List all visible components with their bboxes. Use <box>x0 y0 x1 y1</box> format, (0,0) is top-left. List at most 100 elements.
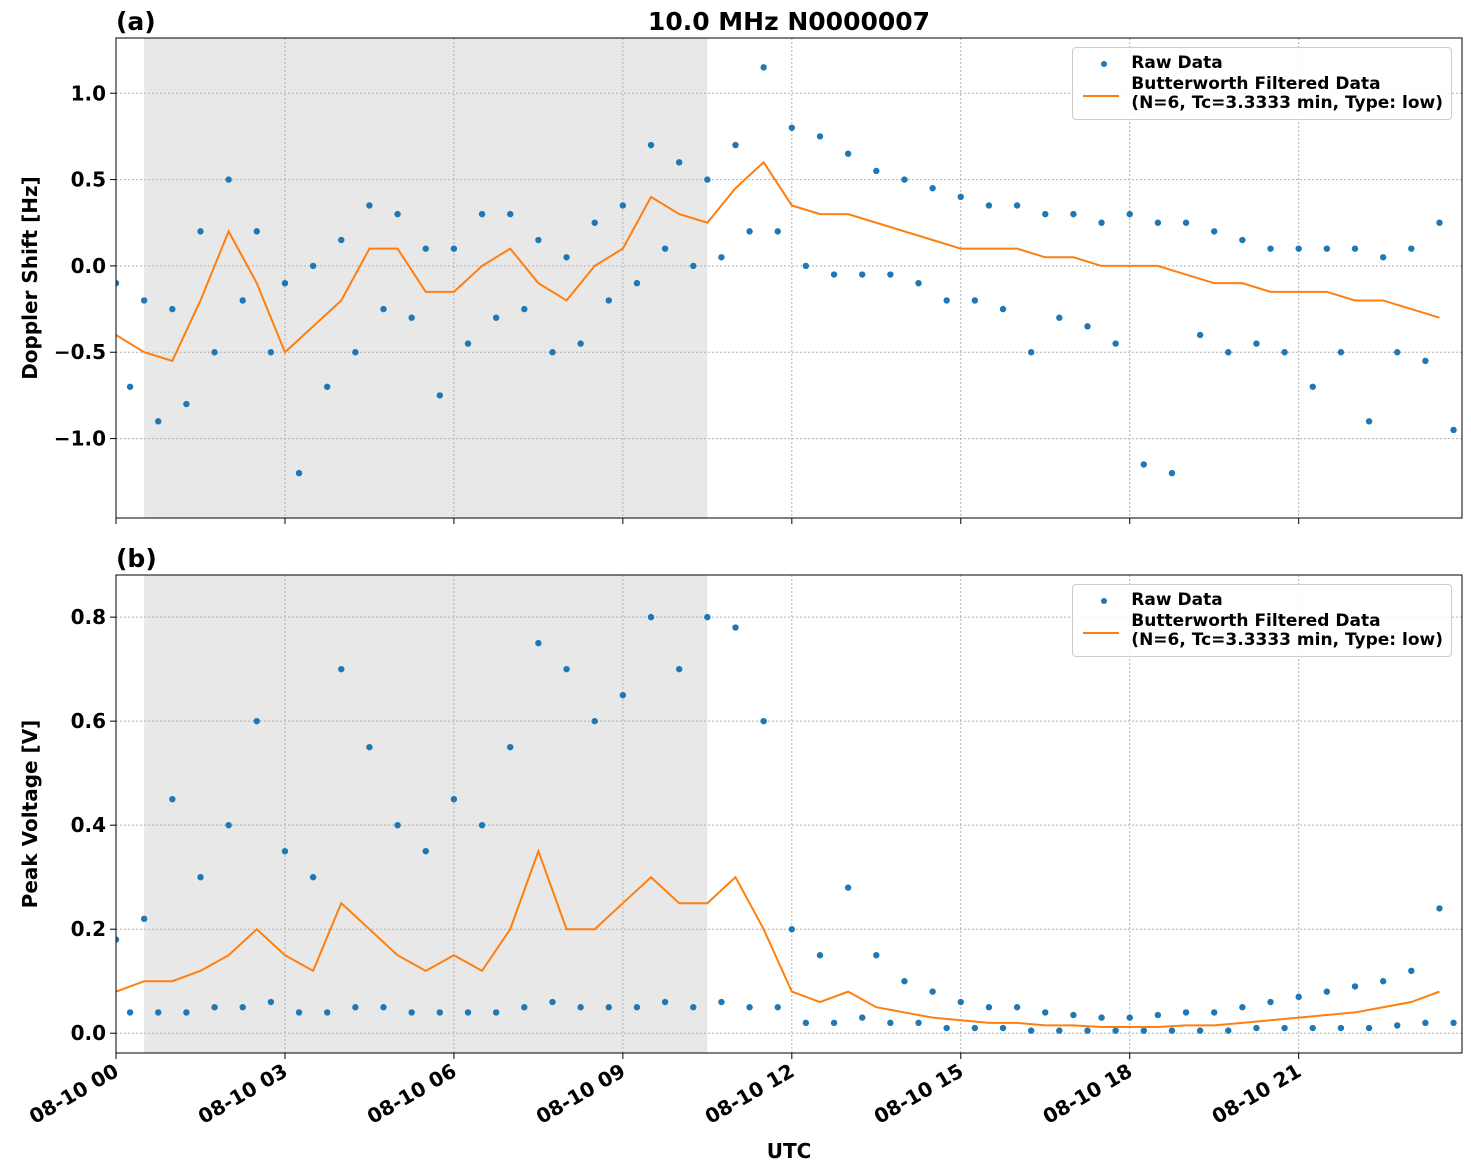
raw-point <box>239 1004 246 1011</box>
raw-point <box>1253 1024 1260 1032</box>
raw-point <box>1436 905 1443 912</box>
raw-point <box>1351 245 1359 252</box>
x-tick-label: 08-10 06 <box>363 1059 461 1129</box>
raw-point <box>1351 983 1359 990</box>
raw-point <box>116 936 120 943</box>
raw-point <box>1225 1027 1232 1034</box>
raw-point <box>1323 988 1331 995</box>
raw-point <box>366 743 373 751</box>
x-tick-label: 08-10 18 <box>1039 1059 1137 1129</box>
raw-point <box>915 1019 922 1027</box>
raw-point <box>647 141 655 149</box>
raw-point <box>1450 426 1457 434</box>
raw-point <box>492 1009 500 1016</box>
raw-point <box>126 1009 134 1016</box>
raw-point <box>267 349 275 356</box>
raw-point <box>464 1009 472 1016</box>
legend-label: Butterworth Filtered Data (N=6, Tc=3.333… <box>1131 74 1443 113</box>
raw-point <box>323 1009 331 1016</box>
raw-point <box>155 1009 162 1016</box>
raw-point <box>295 469 303 477</box>
raw-point <box>464 340 472 347</box>
raw-point <box>1140 461 1148 468</box>
raw-point <box>323 383 331 390</box>
raw-point <box>253 717 260 725</box>
panel-label: (b) <box>116 544 157 573</box>
raw-point <box>901 176 908 183</box>
raw-point <box>211 1004 218 1011</box>
raw-point <box>1211 1009 1218 1016</box>
y-axis-label: Peak Voltage [V] <box>18 720 42 909</box>
raw-point <box>380 305 387 313</box>
raw-point <box>971 1024 979 1032</box>
raw-point <box>1013 1004 1021 1011</box>
raw-point <box>1056 1027 1063 1034</box>
raw-point <box>1098 1014 1105 1021</box>
raw-point <box>802 262 810 270</box>
raw-point <box>1154 219 1162 226</box>
legend-label: Raw Data <box>1131 590 1223 610</box>
raw-point <box>1098 219 1105 226</box>
raw-point <box>844 150 852 157</box>
y-tick-label: −0.5 <box>54 340 106 364</box>
raw-point <box>1013 202 1021 209</box>
raw-point <box>1070 1011 1077 1019</box>
raw-point <box>1027 349 1035 356</box>
raw-point <box>704 176 711 183</box>
raw-point <box>1365 1024 1373 1032</box>
raw-point <box>957 998 964 1006</box>
raw-point <box>1379 254 1387 261</box>
plot-area <box>116 613 1457 1034</box>
raw-point <box>577 340 584 347</box>
raw-point <box>760 717 767 725</box>
raw-point <box>225 176 232 183</box>
raw-point <box>295 1009 303 1016</box>
raw-point <box>521 305 528 313</box>
raw-point <box>732 624 739 631</box>
raw-point <box>1337 1024 1345 1032</box>
y-axis-label: Doppler Shift [Hz] <box>18 176 42 380</box>
legend: Raw Data Butterworth Filtered Data (N=6, … <box>1072 584 1452 657</box>
raw-point <box>1394 1022 1401 1029</box>
panel-label: (a) <box>116 7 156 36</box>
raw-point <box>535 236 542 244</box>
raw-point <box>478 210 486 218</box>
legend-key <box>1081 54 1131 73</box>
y-tick-label: 0.0 <box>71 1021 106 1045</box>
shaded-span <box>144 38 708 518</box>
raw-point <box>1182 219 1190 226</box>
raw-point <box>1084 1027 1091 1034</box>
y-tick-label: 0.0 <box>71 254 106 278</box>
raw-point <box>563 665 570 673</box>
raw-point <box>521 1004 528 1011</box>
raw-point <box>999 1024 1007 1032</box>
raw-point <box>239 297 246 304</box>
raw-point <box>155 418 162 425</box>
raw-point <box>1267 245 1274 252</box>
raw-point <box>183 1009 190 1016</box>
raw-point <box>422 847 429 855</box>
x-tick-label: 08-10 03 <box>194 1059 292 1129</box>
raw-point <box>1112 340 1119 347</box>
raw-point <box>436 392 444 399</box>
raw-point <box>225 821 232 829</box>
raw-point <box>873 952 880 959</box>
chart-title: 10.0 MHz N0000007 <box>648 7 930 36</box>
raw-point <box>1281 349 1288 356</box>
raw-point <box>1239 236 1246 244</box>
raw-point <box>816 133 824 140</box>
raw-point <box>1365 418 1373 425</box>
filtered-line <box>116 160 1440 363</box>
raw-point <box>352 349 359 356</box>
raw-point <box>859 1014 866 1021</box>
raw-point <box>394 821 401 829</box>
raw-point <box>1436 219 1443 226</box>
legend-key <box>1081 612 1131 634</box>
raw-point <box>915 279 922 287</box>
raw-point <box>1126 1014 1133 1021</box>
raw-point <box>1239 1004 1246 1011</box>
raw-point <box>197 228 204 235</box>
raw-point <box>816 952 824 959</box>
